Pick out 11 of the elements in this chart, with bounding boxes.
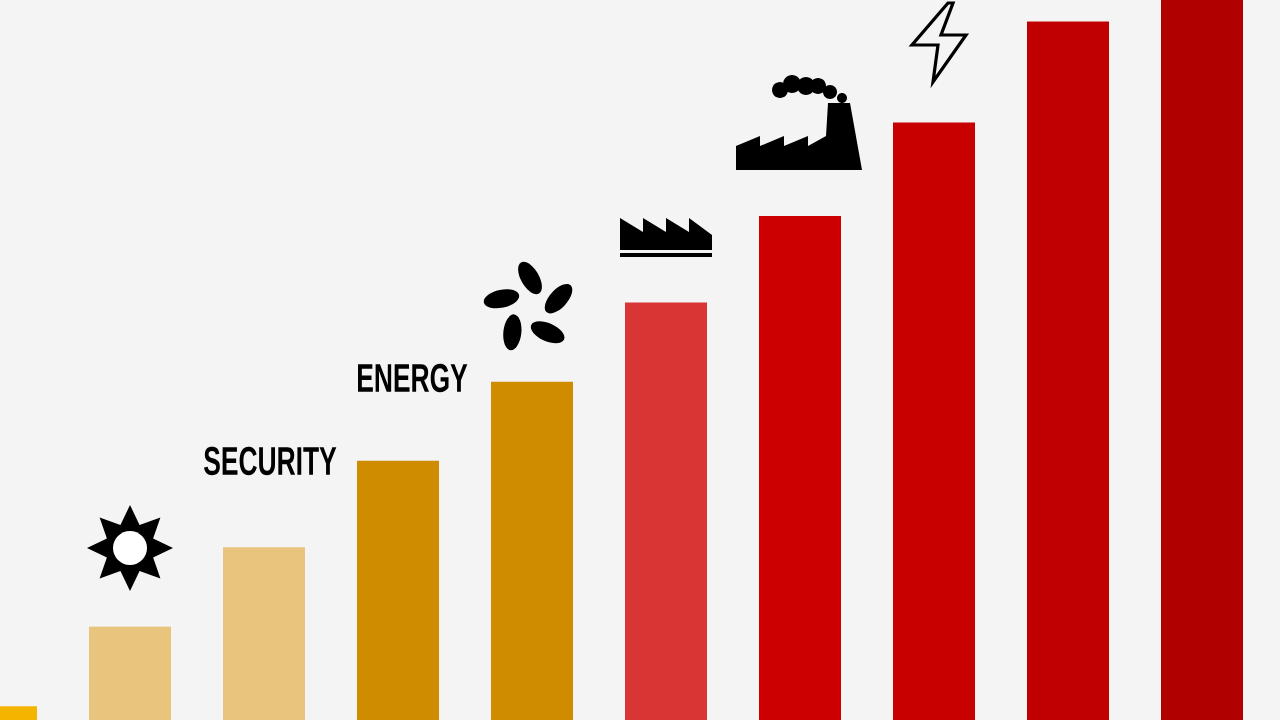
bar xyxy=(357,460,440,720)
bar xyxy=(223,547,306,720)
bar xyxy=(1027,21,1110,720)
bar xyxy=(491,381,574,720)
bar xyxy=(89,626,172,720)
annotation: SECURITY xyxy=(204,446,337,476)
bar xyxy=(759,216,842,720)
bar xyxy=(893,122,976,720)
bar xyxy=(1161,0,1244,720)
annotation: ENERGY xyxy=(358,363,468,393)
bar xyxy=(625,302,708,720)
